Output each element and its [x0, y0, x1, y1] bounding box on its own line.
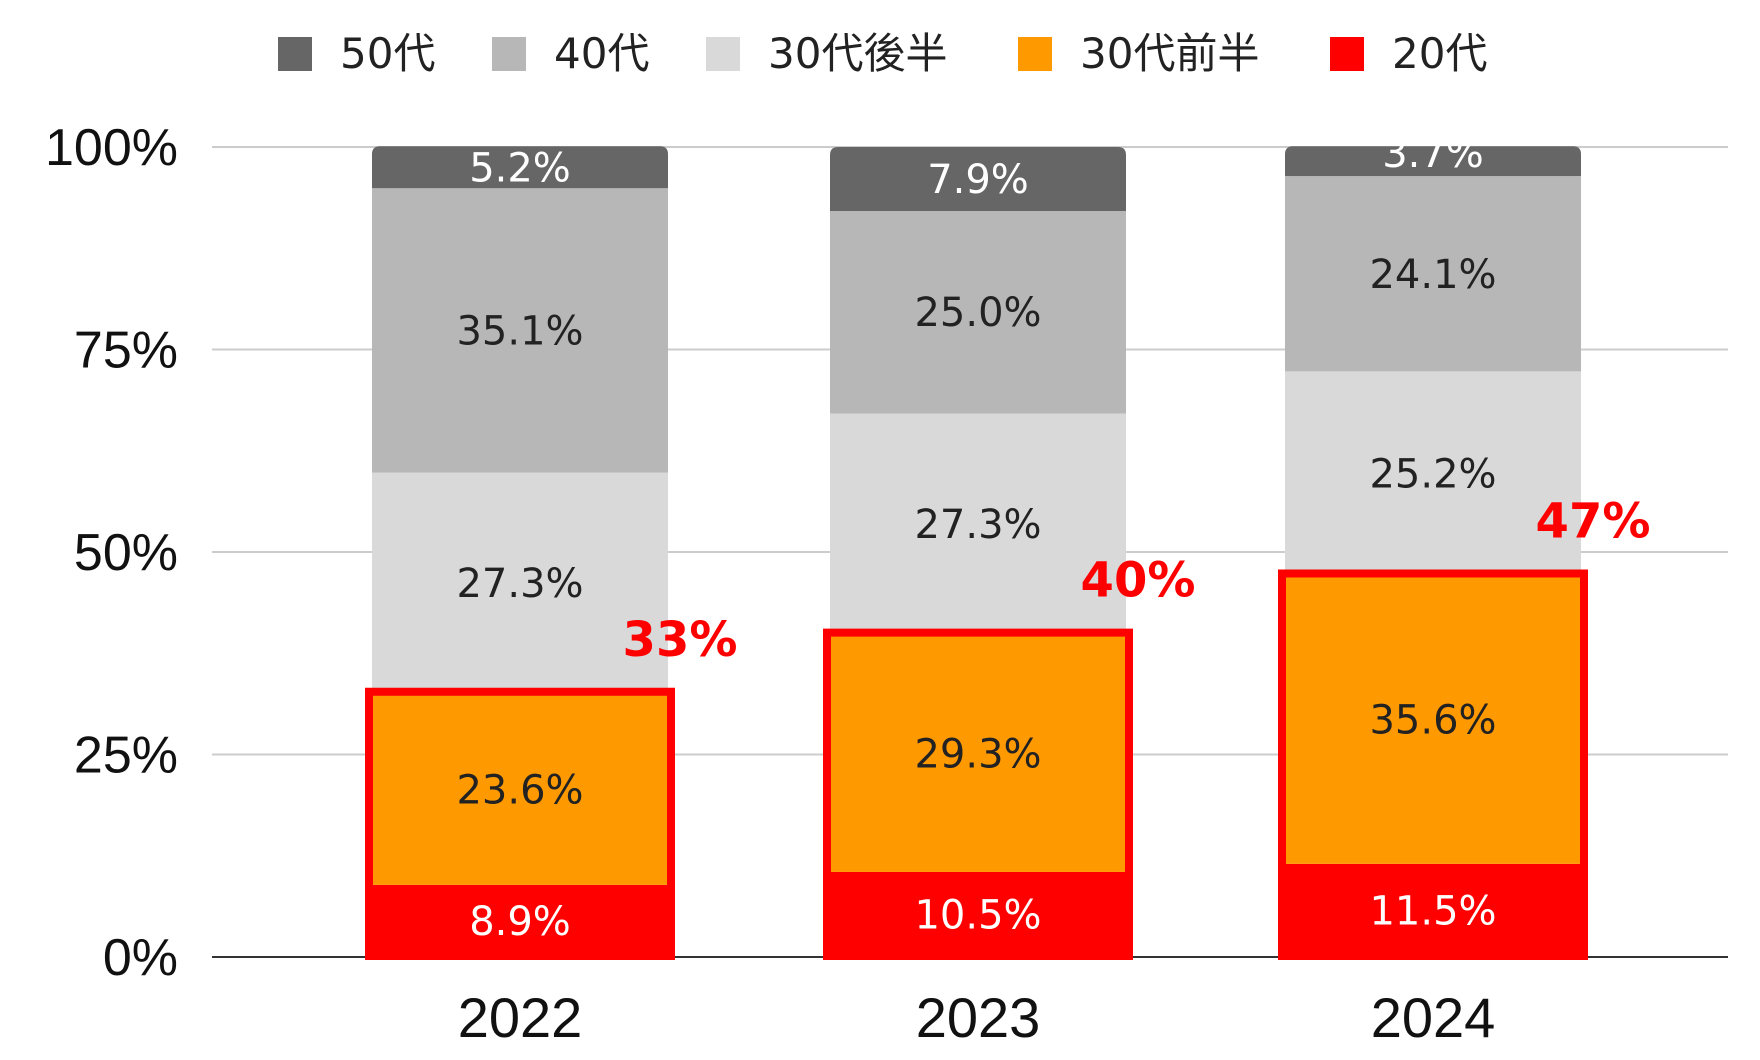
- bar-segment: [1285, 146, 1581, 177]
- bar-segment: [1285, 863, 1581, 957]
- bar-segment: [372, 146, 668, 189]
- legend-swatch: [1018, 37, 1052, 71]
- y-tick-label: 100%: [45, 119, 178, 177]
- data-label: 11.5%: [1369, 888, 1496, 934]
- bar-segment: [372, 472, 668, 694]
- x-tick-label: 2022: [458, 986, 583, 1049]
- bar-segment: [1285, 176, 1581, 372]
- legend-label: 30代前半: [1080, 29, 1259, 78]
- y-tick-label: 25%: [74, 727, 178, 785]
- highlight-box: [823, 628, 1133, 960]
- y-tick-label: 75%: [74, 322, 178, 380]
- bar-segment: [830, 413, 1126, 635]
- data-label: 23.6%: [456, 767, 583, 813]
- data-label: 25.0%: [914, 290, 1041, 336]
- data-label: 29.3%: [914, 731, 1041, 777]
- y-tick-label: 0%: [103, 929, 178, 987]
- highlight-label: 47%: [1536, 493, 1651, 549]
- y-tick-label: 50%: [74, 524, 178, 582]
- legend-swatch: [706, 37, 740, 71]
- highlight-label: 40%: [1081, 553, 1196, 609]
- data-label: 25.2%: [1369, 451, 1496, 497]
- data-label: 10.5%: [914, 892, 1041, 938]
- bar-segment: [830, 634, 1126, 872]
- legend-swatch: [278, 37, 312, 71]
- bar-segment: [1285, 575, 1581, 864]
- data-label: 7.9%: [927, 157, 1029, 203]
- data-label: 35.1%: [456, 308, 583, 354]
- highlight-box: [365, 687, 675, 960]
- legend-label: 40代: [554, 29, 649, 78]
- x-tick-label: 2023: [916, 986, 1041, 1049]
- x-tick-label: 2024: [1371, 986, 1496, 1049]
- data-label: 35.6%: [1369, 698, 1496, 744]
- data-label: 8.9%: [469, 899, 571, 945]
- bar-segment: [372, 188, 668, 473]
- bar-segment: [372, 884, 668, 957]
- data-label: 3.7%: [1382, 131, 1484, 177]
- legend-label: 30代後半: [768, 29, 947, 78]
- data-label: 24.1%: [1369, 252, 1496, 298]
- bar-segment: [830, 871, 1126, 957]
- data-label: 5.2%: [469, 145, 571, 191]
- data-label: 27.3%: [456, 561, 583, 607]
- data-label: 27.3%: [914, 502, 1041, 548]
- legend-swatch: [492, 37, 526, 71]
- bar-segment: [1285, 371, 1581, 576]
- bar-segment: [372, 693, 668, 885]
- legend-label: 50代: [340, 29, 435, 78]
- legend-label: 20代: [1392, 29, 1487, 78]
- highlight-box: [1278, 569, 1588, 960]
- legend-swatch: [1330, 37, 1364, 71]
- highlight-label: 33%: [623, 612, 738, 668]
- bar-segment: [830, 147, 1126, 211]
- bar-segment: [830, 210, 1126, 414]
